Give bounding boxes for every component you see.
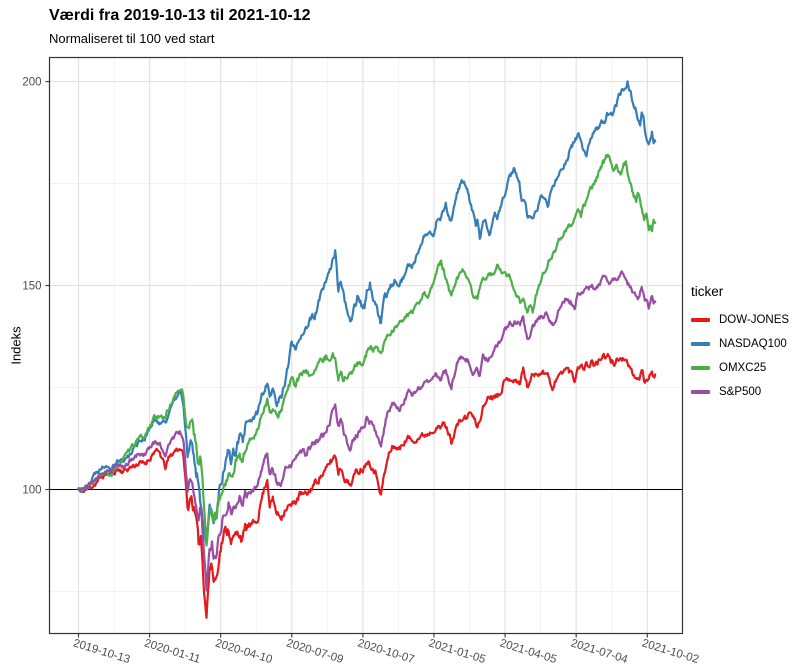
x-tick-label: 2020-10-07 — [356, 637, 416, 666]
series-line-nasdaq100 — [77, 80, 657, 545]
x-tick-label: 2020-01-11 — [143, 637, 202, 665]
y-tick-label: 100 — [22, 485, 41, 497]
legend-swatch-dow-jones — [691, 318, 710, 322]
x-tick-label: 2020-04-10 — [214, 637, 274, 666]
legend-label-dow-jones: DOW-JONES — [719, 314, 790, 326]
x-tick-label: 2021-04-05 — [498, 637, 558, 666]
panel-border — [48, 56, 684, 635]
y-tick-label: 150 — [22, 281, 41, 293]
legend-label-nasdaq100: NASDAQ100 — [719, 338, 787, 350]
legend-swatch-omxc25 — [691, 366, 710, 370]
legend-label-omxc25: OMXC25 — [719, 362, 767, 374]
legend-swatch-nasdaq100 — [691, 342, 710, 346]
series-lines — [77, 80, 657, 619]
legend-swatch-s-p500 — [691, 390, 710, 394]
x-tick-label: 2020-07-09 — [285, 637, 345, 666]
legend-title: ticker — [691, 284, 724, 299]
x-tick-label: 2021-01-05 — [427, 637, 487, 666]
legend-item-dow-jones: DOW-JONES — [691, 308, 789, 332]
x-tick-label: 2019-10-13 — [72, 637, 132, 666]
y-tick-label: 200 — [22, 77, 41, 89]
series-line-dow-jones — [77, 352, 657, 619]
legend-label-s-p500: S&P500 — [719, 386, 762, 398]
legend-items: DOW-JONES NASDAQ100 OMXC25 S&P500 — [691, 308, 789, 404]
legend-item-nasdaq100: NASDAQ100 — [691, 332, 789, 356]
x-tick-label: 2021-07-04 — [569, 637, 629, 666]
series-line-omxc25 — [77, 153, 657, 547]
chart-title: Værdi fra 2019-10-13 til 2021-10-12 — [49, 7, 311, 24]
gridlines — [49, 57, 683, 634]
legend-item-s-p500: S&P500 — [691, 380, 789, 404]
x-tick-label: 2021-10-02 — [640, 637, 700, 666]
series-line-s-p500 — [77, 270, 657, 592]
panel-background — [49, 57, 683, 634]
legend-item-omxc25: OMXC25 — [691, 356, 789, 380]
legend: ticker DOW-JONES NASDAQ100 OMXC25 S&P500 — [691, 284, 789, 404]
chart-subtitle: Normaliseret til 100 ved start — [49, 31, 215, 46]
